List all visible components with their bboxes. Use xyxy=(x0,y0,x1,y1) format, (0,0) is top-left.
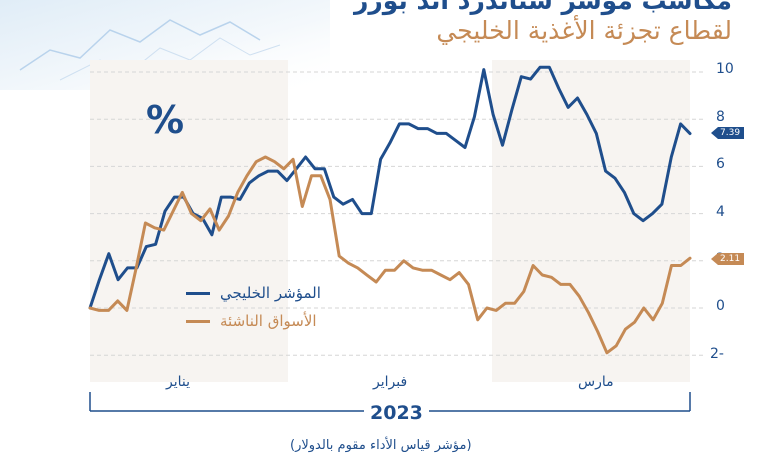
series-line-emerging xyxy=(88,155,692,355)
series-lines xyxy=(88,65,692,355)
emerging-last-value-badge: 2.11 xyxy=(711,253,745,265)
legend-swatch-gulf xyxy=(186,291,210,295)
legend-item-emerging: الأسواق الناشئة xyxy=(186,312,317,330)
y-tick-label: 4 xyxy=(716,204,725,220)
y-tick-label: 2- xyxy=(710,346,724,362)
legend-swatch-emerging xyxy=(186,319,210,323)
y-tick-label: 8 xyxy=(716,109,725,125)
legend-item-gulf: المؤشر الخليجي xyxy=(186,284,321,302)
chart-title-line1: مكاسب مؤشر ستاندرد آند بورز xyxy=(353,0,732,15)
y-tick-label: 0 xyxy=(716,298,725,314)
chart-title-line2: لقطاع تجزئة الأغذية الخليجي xyxy=(436,16,732,45)
month-band xyxy=(90,60,288,382)
year-label: 2023 xyxy=(364,402,429,424)
footnote: (مؤشر قياس الأداء مقوم بالدولار) xyxy=(290,438,472,453)
gulf-last-value-badge: 7.39 xyxy=(711,127,745,139)
legend-label-gulf: المؤشر الخليجي xyxy=(220,284,321,302)
y-tick-label: 6 xyxy=(716,156,725,172)
month-label-february: فبراير xyxy=(373,374,408,390)
month-bands xyxy=(90,60,690,382)
month-label-march: مارس xyxy=(578,374,614,390)
y-tick-label: 10 xyxy=(716,61,734,77)
month-label-january: يناير xyxy=(166,374,191,390)
month-band xyxy=(492,60,690,382)
unit-label: % xyxy=(146,98,185,142)
legend-label-emerging: الأسواق الناشئة xyxy=(220,312,317,330)
